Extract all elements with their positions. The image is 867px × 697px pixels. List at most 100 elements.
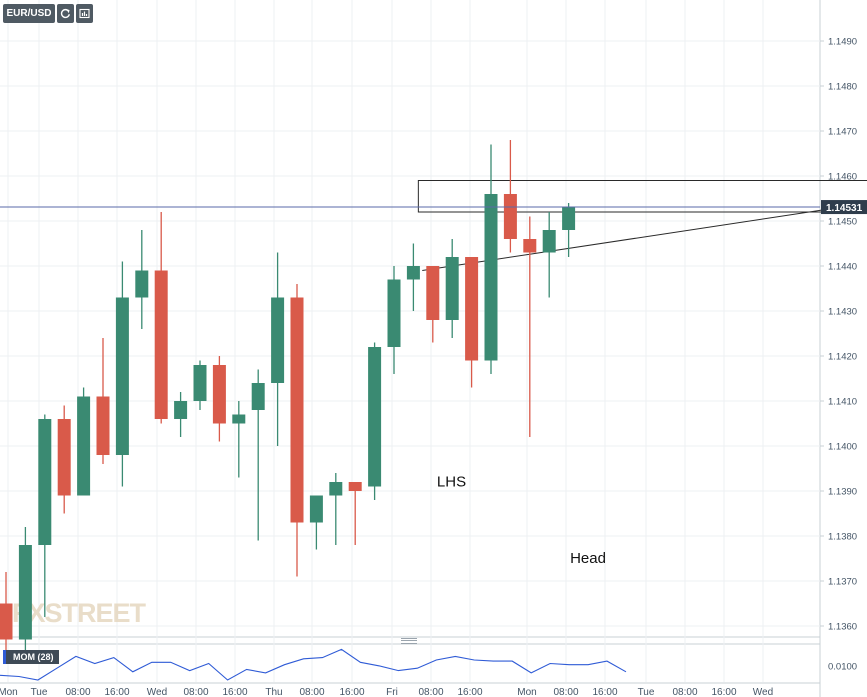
y-tick-label: 1.1370 [828,577,857,588]
candle-body [406,266,420,280]
candle-bearish [154,212,168,424]
candle-body [251,383,265,410]
candle-body [77,396,91,496]
candle-body [426,266,440,320]
y-tick-label: 1.1440 [828,262,857,273]
y-tick-label: 1.1480 [828,82,857,93]
current-price-badge [821,200,867,215]
watermark: FXSTREET [12,598,147,628]
candle-bearish [503,140,517,253]
candle-bullish [387,266,401,374]
candle-bearish [348,482,362,545]
candle-body [562,207,576,230]
y-tick-label: 1.1490 [828,37,857,48]
neckline [422,202,867,271]
candle-bearish [426,266,440,343]
refresh-icon [60,8,70,19]
candle-bearish [57,405,71,514]
momentum-tick-label: 0.0100 [828,661,857,672]
candle-body [445,257,459,320]
x-tick-label: Fri [386,687,398,697]
x-tick-label: Mon [0,687,18,697]
candle-bearish [96,338,110,464]
candle-bullish [115,261,129,487]
candle-body [96,396,110,455]
chart-settings-button[interactable] [76,4,93,23]
x-tick-label: 08:00 [418,687,443,697]
candle-body [523,239,537,253]
candle-bullish [135,230,149,329]
candle-body [38,419,52,545]
candle-body [309,495,323,523]
y-tick-label: 1.1400 [828,442,857,453]
y-tick-label: 1.1470 [828,127,857,138]
candle-bearish [212,356,226,442]
candle-body [57,419,71,496]
candle-body [271,297,285,383]
y-tick-label: 1.1460 [828,172,857,183]
current-price-layer: 1.14531 [0,200,867,215]
candle-bullish [309,495,323,550]
current-price-value: 1.14531 [826,203,863,214]
candle-bullish [562,203,576,257]
y-tick-label: 1.1410 [828,397,857,408]
candle-bullish [542,212,556,298]
candle-bullish [38,414,52,617]
chart-settings-icon [79,8,90,19]
y-tick-label: 1.1450 [828,217,857,228]
grid [0,0,821,697]
candle-body [212,365,226,424]
candle-bullish [232,401,246,478]
x-tick-label: Wed [147,687,167,697]
y-tick-label: 1.1420 [828,352,857,363]
pane-resize-handle[interactable] [401,638,417,644]
candle-body [18,545,32,640]
y-tick-label: 1.1360 [828,622,857,633]
candle-body [154,270,168,419]
momentum-indicator-text: MOM (28) [13,652,54,662]
candle-bearish [290,284,304,577]
y-tick-label: 1.1380 [828,532,857,543]
x-tick-label: 08:00 [183,687,208,697]
candle-bullish [406,243,420,311]
candle-bullish [368,342,382,500]
x-tick-label: 16:00 [592,687,617,697]
candle-bullish [484,144,498,374]
x-tick-label: Thu [265,687,282,697]
candle-body [387,279,401,347]
x-tick-label: 16:00 [457,687,482,697]
candle-body [329,482,343,496]
candle-bullish [174,392,188,437]
candle-bullish [18,527,32,662]
resistance-zone-layer [417,180,867,271]
pattern-label-head: Head [570,550,606,567]
x-tick-label: Mon [517,687,536,697]
refresh-button[interactable] [57,4,74,23]
candle-body [135,270,149,298]
x-axis: Mon Tue 08:00 16:00 Wed 08:00 16:00 Thu 08:00 16:… [0,687,773,697]
x-tick-label: 08:00 [299,687,324,697]
candle-bearish [465,257,479,388]
x-tick-label: 16:00 [222,687,247,697]
x-tick-label: Wed [753,687,773,697]
candle-body [368,347,382,487]
candle-body [193,365,207,401]
x-tick-label: 08:00 [553,687,578,697]
candle-bearish [523,216,537,437]
symbol-label: EUR/USD [6,8,52,19]
candle-bullish [251,369,265,541]
momentum-indicator-label[interactable]: MOM (28) [3,650,59,664]
y-tick-label: 1.1430 [828,307,857,318]
candle-body [115,297,129,455]
x-tick-label: 08:00 [65,687,90,697]
candle-body [503,194,517,239]
x-tick-label: 08:00 [672,687,697,697]
symbol-selector[interactable]: EUR/USD [3,4,55,23]
candle-bearish [0,572,13,662]
candle-body [0,603,13,640]
pattern-label-lhs: LHS [437,474,466,491]
candle-body [174,401,188,419]
candle-body [465,257,479,361]
candles [0,140,576,662]
